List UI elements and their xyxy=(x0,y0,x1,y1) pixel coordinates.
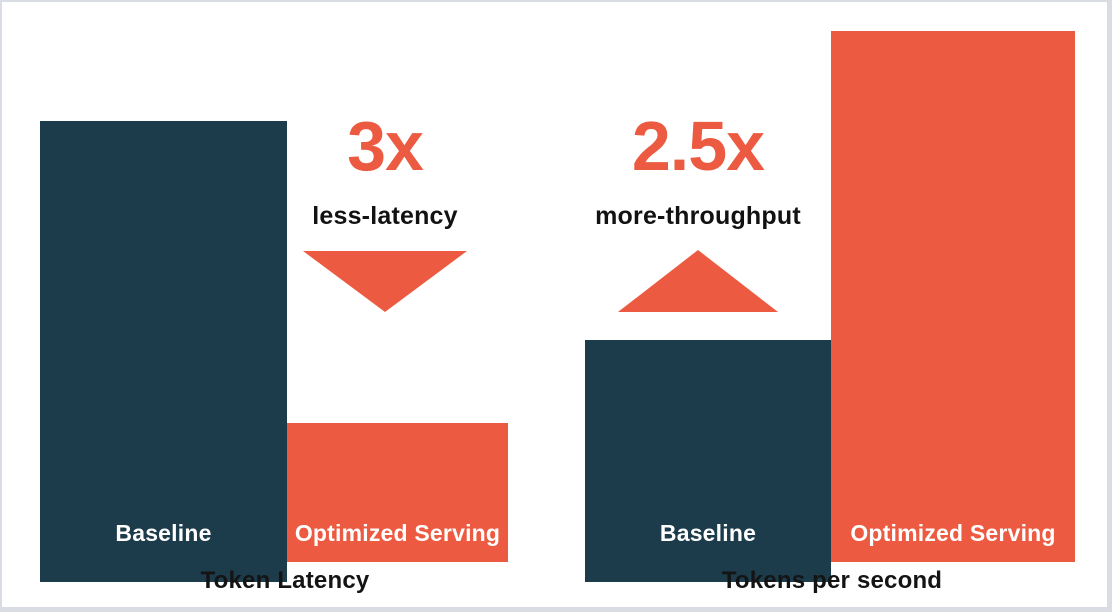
bar-label: Baseline xyxy=(659,520,757,546)
token-latency-optimized-serving-bar: Optimized Serving xyxy=(287,423,508,562)
chart-title: Tokens per second xyxy=(721,567,943,594)
tokens-per-second-optimized-serving-bar: Optimized Serving xyxy=(831,31,1075,562)
multiplier-text: 2.5x xyxy=(631,107,765,185)
annotation-label: more-throughput xyxy=(595,202,801,230)
arrow-up-icon xyxy=(618,250,778,312)
token-latency-baseline-bar: Baseline xyxy=(40,121,287,582)
arrow-down-icon xyxy=(303,251,467,312)
chart-title: Token Latency xyxy=(200,567,370,594)
bar-label: Optimized Serving xyxy=(850,520,1056,546)
tokens-per-second-baseline-bar: Baseline xyxy=(585,340,831,582)
bar-label: Baseline xyxy=(115,520,212,546)
bar-label: Optimized Serving xyxy=(294,520,501,546)
multiplier-text: 3x xyxy=(347,107,424,185)
annotation-label: less-latency xyxy=(312,202,458,230)
